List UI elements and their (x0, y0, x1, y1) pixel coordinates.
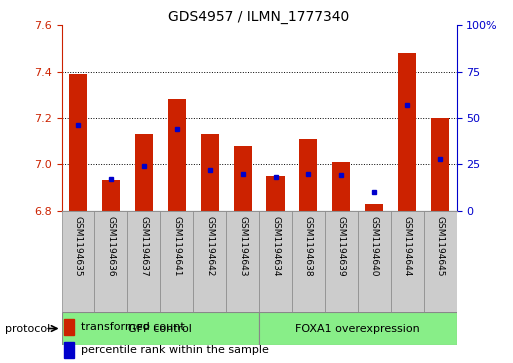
Text: GSM1194638: GSM1194638 (304, 216, 313, 276)
Bar (259, 312, 457, 345)
Bar (94, 211, 127, 312)
Bar (325, 211, 358, 312)
Text: GSM1194637: GSM1194637 (140, 216, 148, 276)
Text: GFP control: GFP control (128, 323, 192, 334)
Text: GSM1194643: GSM1194643 (238, 216, 247, 276)
Bar (160, 211, 193, 312)
Bar (62, 211, 94, 312)
Bar (358, 211, 391, 312)
Text: GSM1194641: GSM1194641 (172, 216, 181, 276)
Bar (201, 134, 219, 211)
Text: GSM1194634: GSM1194634 (271, 216, 280, 276)
Text: transformed count: transformed count (81, 322, 185, 332)
Bar (431, 118, 449, 211)
Bar (135, 134, 153, 211)
Text: GSM1194639: GSM1194639 (337, 216, 346, 276)
Bar (259, 211, 292, 312)
Text: GSM1194636: GSM1194636 (106, 216, 115, 276)
Bar (127, 211, 160, 312)
Bar (266, 176, 285, 211)
Bar (226, 211, 259, 312)
Title: GDS4957 / ILMN_1777340: GDS4957 / ILMN_1777340 (168, 11, 350, 24)
Bar (62, 312, 259, 345)
Bar (398, 53, 416, 211)
Bar (168, 99, 186, 211)
Bar (292, 211, 325, 312)
Bar (424, 211, 457, 312)
Text: percentile rank within the sample: percentile rank within the sample (81, 345, 269, 355)
Text: GSM1194642: GSM1194642 (205, 216, 214, 276)
Text: FOXA1 overexpression: FOXA1 overexpression (295, 323, 420, 334)
Text: GSM1194645: GSM1194645 (436, 216, 445, 276)
Bar (391, 211, 424, 312)
Bar (102, 180, 120, 211)
Text: protocol: protocol (5, 323, 50, 334)
Bar (365, 204, 383, 211)
Bar (64, 342, 74, 358)
Bar (332, 162, 350, 211)
Text: GSM1194640: GSM1194640 (370, 216, 379, 276)
Bar (69, 74, 87, 211)
Bar (233, 146, 252, 211)
Bar (64, 319, 74, 335)
Text: GSM1194635: GSM1194635 (73, 216, 83, 276)
Bar (193, 211, 226, 312)
Text: GSM1194644: GSM1194644 (403, 216, 412, 276)
Bar (300, 139, 318, 211)
